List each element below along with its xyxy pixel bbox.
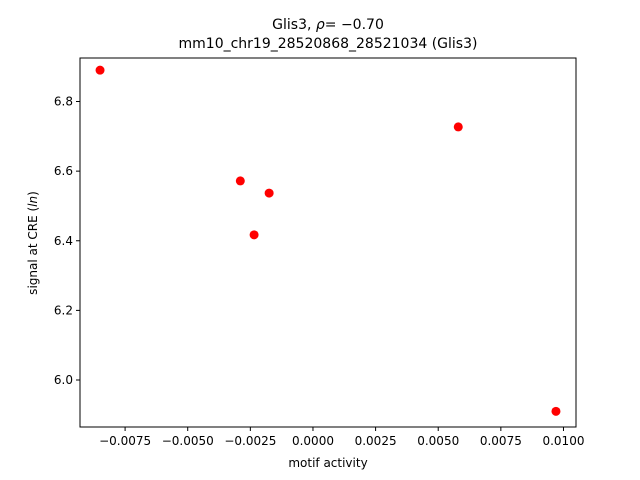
y-axis-label: signal at CRE (ln) <box>26 191 40 295</box>
x-tick-label: 0.0025 <box>355 434 397 448</box>
chart-title-group: Glis3, ρ= −0.70 mm10_chr19_28520868_2852… <box>179 17 478 52</box>
data-points <box>95 65 561 416</box>
scatter-point <box>264 188 274 198</box>
title-prefix: Glis3, <box>272 17 316 33</box>
x-axis-label: motif activity <box>288 456 367 470</box>
y-tick-label: 6.2 <box>54 303 73 317</box>
chart-subtitle: mm10_chr19_28520868_28521034 (Glis3) <box>179 36 478 52</box>
scatter-point <box>95 65 105 75</box>
x-tick-label: −0.0050 <box>162 434 214 448</box>
title-value: = −0.70 <box>325 17 384 33</box>
scatter-point <box>249 230 259 240</box>
scatter-point <box>551 406 561 416</box>
y-tick-label: 6.6 <box>54 164 73 178</box>
y-tick-label: 6.8 <box>54 95 73 109</box>
x-tick-label: −0.0025 <box>224 434 276 448</box>
x-tick-label: 0.0000 <box>292 434 334 448</box>
y-tick-label: 6.4 <box>54 234 73 248</box>
x-tick-label: −0.0075 <box>99 434 151 448</box>
scatter-point <box>453 122 463 132</box>
y-tick-label: 6.0 <box>54 373 73 387</box>
y-label-suffix: ) <box>26 191 40 196</box>
plot-frame <box>79 57 577 428</box>
y-label-prefix: signal at CRE ( <box>26 207 40 295</box>
x-tick-label: 0.0050 <box>417 434 459 448</box>
x-tick-label: 0.0100 <box>542 434 584 448</box>
title-rho: ρ <box>316 17 325 33</box>
chart-title: Glis3, ρ= −0.70 <box>272 17 384 33</box>
scatter-point <box>235 176 245 186</box>
y-label-italic: ln <box>26 196 40 207</box>
axis-ticks: −0.0075 −0.0050 −0.0025 0.0000 0.0025 0.0050 0… <box>54 95 585 448</box>
x-tick-label: 0.0075 <box>480 434 522 448</box>
